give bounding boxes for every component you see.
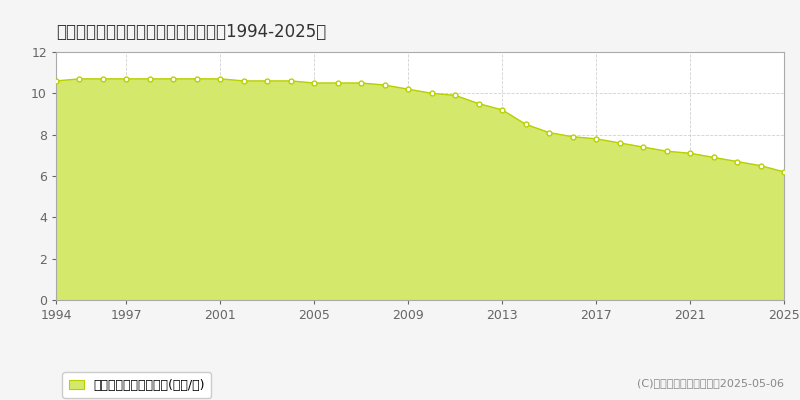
Text: 鹿足郡津和野町鷲原　公示地価推移［1994-2025］: 鹿足郡津和野町鷲原 公示地価推移［1994-2025］ [56,23,326,41]
Legend: 公示地価　平均坪単価(万円/坪): 公示地価 平均坪単価(万円/坪) [62,372,211,398]
Text: (C)土地価格ドットコム　2025-05-06: (C)土地価格ドットコム 2025-05-06 [637,378,784,388]
